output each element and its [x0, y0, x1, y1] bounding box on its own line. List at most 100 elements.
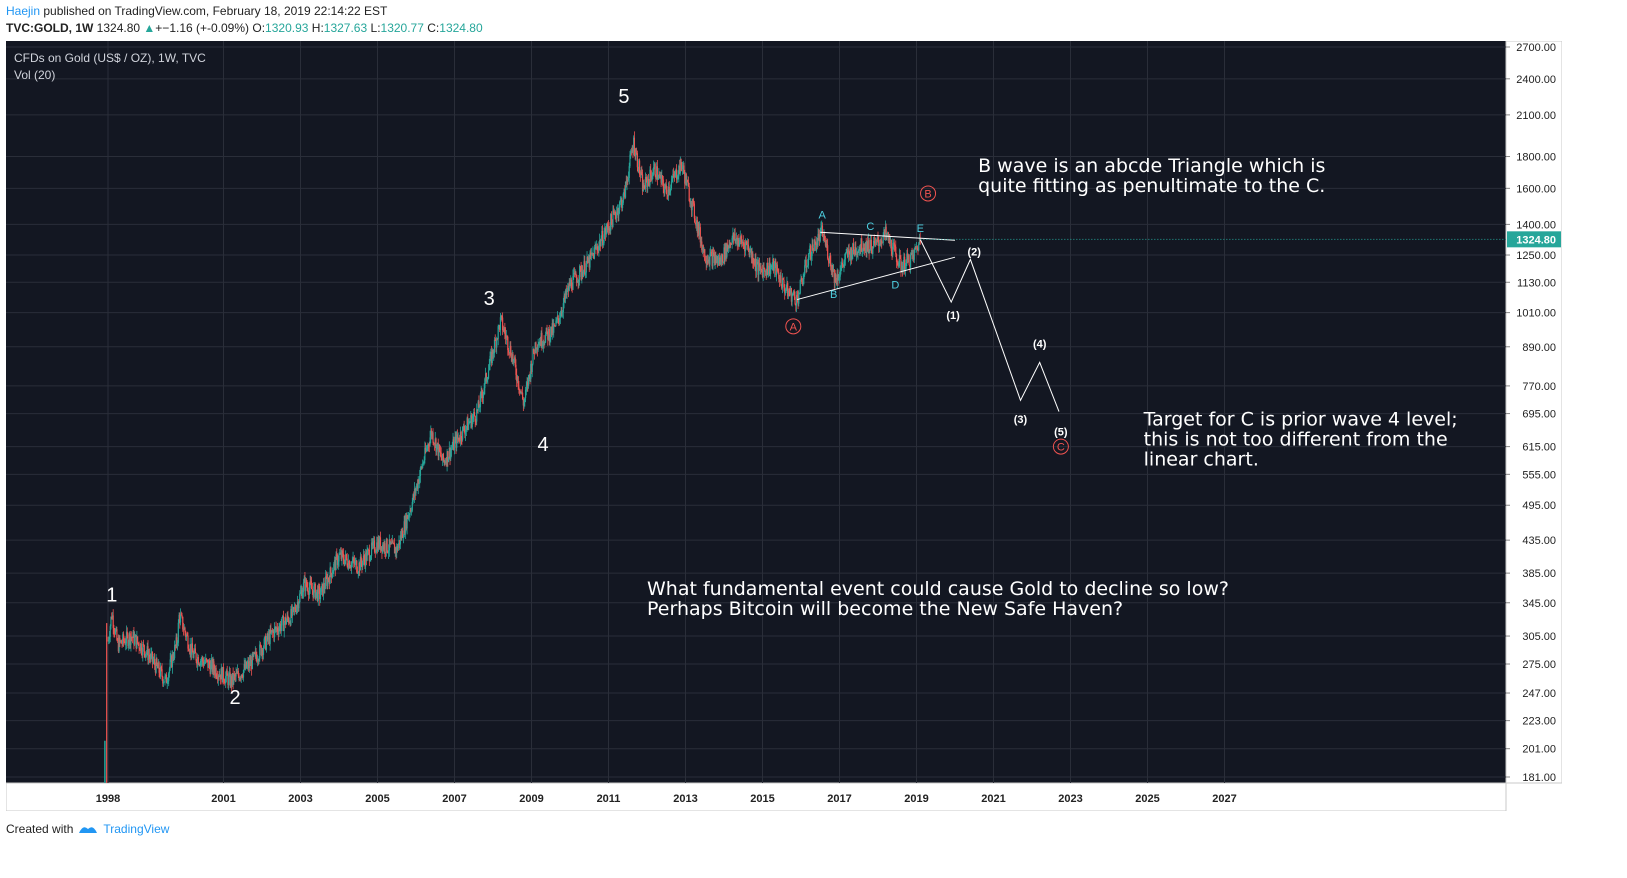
candle-body — [850, 248, 852, 260]
candle-body — [560, 312, 562, 318]
candle-body — [620, 199, 622, 201]
candle-body — [284, 617, 286, 623]
symbol-label: TVC:GOLD, 1W — [6, 21, 94, 35]
candle-body — [273, 627, 276, 638]
candle-body — [327, 577, 329, 586]
candle-body — [134, 635, 136, 638]
candle-body — [799, 279, 801, 294]
candle-body — [846, 250, 848, 253]
candle-body — [405, 515, 407, 529]
candle-body — [477, 401, 479, 411]
time-axis[interactable] — [6, 782, 1507, 811]
candle-body — [371, 542, 373, 546]
candle-body — [475, 421, 477, 423]
candle-body — [555, 320, 557, 326]
author-link[interactable]: Haejin — [6, 4, 41, 18]
candle-body — [571, 288, 573, 290]
candle-body — [437, 442, 439, 457]
candle-body — [350, 567, 352, 568]
candle-body — [744, 244, 746, 252]
candle-body — [200, 660, 202, 662]
last-price: 1324.80 — [96, 21, 141, 35]
candle-body — [450, 448, 453, 451]
candle-body — [895, 246, 897, 255]
candle-body — [621, 199, 623, 208]
candle-body — [850, 248, 852, 260]
candle-body — [397, 545, 399, 551]
candle-body — [382, 544, 384, 553]
candle-body — [229, 672, 231, 686]
candle-body — [154, 658, 156, 666]
candle-body — [132, 631, 134, 638]
candle-body — [396, 546, 399, 551]
candle-body — [232, 672, 234, 683]
candle-body — [525, 386, 527, 390]
price-axis[interactable] — [1505, 41, 1562, 784]
candle-body — [462, 426, 464, 440]
candle-body — [691, 200, 693, 211]
candle-body — [862, 247, 864, 252]
candle-body — [182, 616, 184, 630]
candle-body — [883, 229, 885, 236]
candle-body — [148, 654, 151, 657]
candle-body — [242, 676, 244, 678]
candle-body — [231, 672, 233, 685]
candle-body — [764, 271, 767, 272]
candle-body — [192, 652, 194, 658]
candle-body — [302, 592, 304, 598]
candle-body — [442, 453, 444, 461]
candle-body — [779, 275, 781, 282]
candle-body — [682, 165, 684, 168]
circle-wave-label: A — [785, 318, 802, 335]
candle-body — [129, 633, 131, 645]
candle-body — [864, 249, 866, 251]
candle-body — [494, 339, 496, 341]
candle-body — [771, 265, 773, 267]
candle-body — [845, 252, 847, 254]
candle-body — [225, 670, 228, 677]
candle-body — [672, 173, 674, 180]
candle-body — [557, 315, 559, 319]
annotation-line: linear chart. — [1144, 448, 1259, 470]
candle-body — [576, 281, 579, 283]
candle-body — [624, 189, 626, 198]
candle-body — [652, 174, 654, 177]
candle-body — [323, 583, 325, 589]
candle-body — [142, 643, 144, 656]
candle-body — [673, 173, 675, 176]
candle-body — [299, 593, 301, 603]
candle-body — [353, 561, 356, 565]
candle-body — [831, 264, 833, 272]
footer: Created with TradingView — [6, 822, 169, 836]
candle-body — [472, 416, 474, 419]
candle-body — [773, 258, 775, 271]
candle-body — [865, 242, 867, 253]
candle-body — [249, 660, 251, 666]
candle-body — [201, 657, 203, 661]
candle-body — [658, 174, 660, 179]
candle-body — [599, 240, 601, 245]
candle-body — [529, 374, 531, 379]
candle-body — [346, 558, 348, 566]
candle-body — [468, 422, 470, 424]
candle-body — [621, 202, 624, 208]
candle-body — [750, 248, 752, 258]
candle-body — [304, 578, 306, 591]
candle-body — [138, 643, 140, 649]
candle-body — [880, 240, 882, 245]
candle-body — [218, 675, 220, 677]
price-chart[interactable]: 2700.00 2400.00 2100.00 1800.00 1600.00 1400.… — [6, 41, 1562, 811]
candle-body — [141, 652, 143, 656]
candle-body — [546, 327, 548, 332]
candle-body — [756, 261, 758, 264]
candle-body — [532, 349, 534, 364]
candle-body — [709, 253, 711, 265]
candle-body — [769, 262, 771, 275]
candle-body — [412, 494, 414, 502]
candle-body — [610, 214, 613, 221]
tradingview-brand-link[interactable]: TradingView — [103, 822, 170, 836]
candle-body — [197, 657, 199, 665]
chart-container[interactable]: 2700.00 2400.00 2100.00 1800.00 1600.00 1400.… — [6, 41, 1562, 811]
candle-body — [482, 395, 484, 398]
candle-body — [535, 342, 537, 350]
